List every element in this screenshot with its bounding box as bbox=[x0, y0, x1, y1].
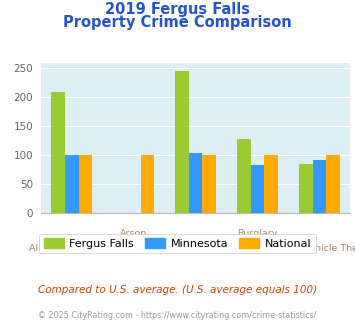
Text: Burglary: Burglary bbox=[237, 229, 278, 238]
Bar bbox=[313, 160, 326, 213]
Bar bbox=[175, 71, 189, 213]
Text: Arson: Arson bbox=[120, 229, 147, 238]
Bar bbox=[326, 154, 340, 213]
Bar bbox=[141, 154, 154, 213]
Bar bbox=[78, 154, 92, 213]
Text: Larceny & Theft: Larceny & Theft bbox=[158, 244, 234, 253]
Text: © 2025 CityRating.com - https://www.cityrating.com/crime-statistics/: © 2025 CityRating.com - https://www.city… bbox=[38, 311, 317, 320]
Bar bbox=[51, 91, 65, 213]
Bar bbox=[264, 154, 278, 213]
Bar bbox=[65, 155, 78, 213]
Bar bbox=[237, 139, 251, 213]
Bar bbox=[202, 154, 216, 213]
Text: Motor Vehicle Theft: Motor Vehicle Theft bbox=[273, 244, 355, 253]
Bar bbox=[189, 153, 202, 213]
Text: Property Crime Comparison: Property Crime Comparison bbox=[63, 15, 292, 30]
Text: Compared to U.S. average. (U.S. average equals 100): Compared to U.S. average. (U.S. average … bbox=[38, 285, 317, 295]
Bar bbox=[299, 164, 313, 213]
Bar bbox=[251, 166, 264, 213]
Legend: Fergus Falls, Minnesota, National: Fergus Falls, Minnesota, National bbox=[39, 234, 316, 253]
Text: 2019 Fergus Falls: 2019 Fergus Falls bbox=[105, 2, 250, 16]
Text: All Property Crime: All Property Crime bbox=[28, 244, 115, 253]
